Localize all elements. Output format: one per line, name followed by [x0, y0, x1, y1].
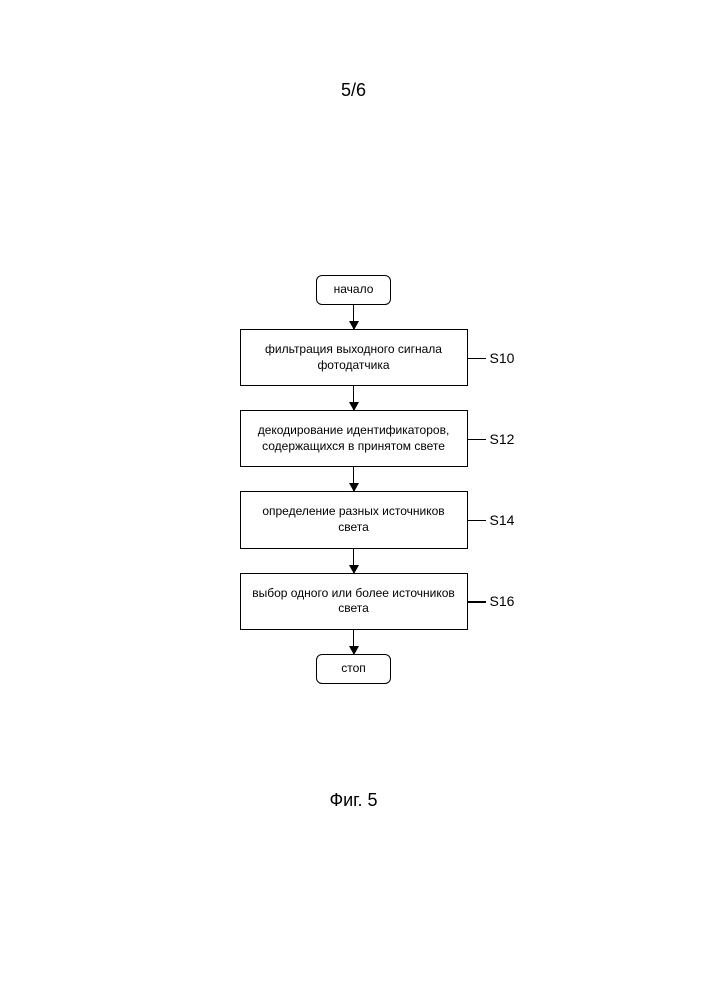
process-node: декодирование идентификаторов, содержащи…	[240, 410, 468, 467]
page-number: 5/6	[0, 80, 707, 101]
step-id-label: S12	[490, 431, 515, 447]
arrow	[353, 467, 355, 491]
step-id-label: S16	[490, 593, 515, 609]
stop-node: стоп	[316, 654, 391, 684]
step-s16: выбор одного или более источников света …	[240, 573, 468, 630]
arrow	[353, 549, 355, 573]
process-node: выбор одного или более источников света	[240, 573, 468, 630]
leader-line	[468, 358, 486, 360]
step-s10: фильтрация выходного сигнала фотодатчика…	[240, 329, 468, 386]
leader-line	[468, 601, 486, 603]
arrow	[353, 386, 355, 410]
start-node: начало	[316, 275, 391, 305]
step-s12: декодирование идентификаторов, содержащи…	[240, 410, 468, 467]
arrow	[353, 305, 355, 329]
flowchart: начало фильтрация выходного сигнала фото…	[0, 275, 707, 684]
process-node: определение разных источников света	[240, 491, 468, 548]
stop-label: стоп	[341, 661, 366, 677]
leader-line	[468, 439, 486, 441]
leader-line	[468, 520, 486, 522]
step-text: определение разных источников света	[251, 504, 457, 535]
figure-caption: Фиг. 5	[0, 790, 707, 811]
step-text: выбор одного или более источников света	[251, 586, 457, 617]
step-text: фильтрация выходного сигнала фотодатчика	[251, 342, 457, 373]
arrow	[353, 630, 355, 654]
step-id-label: S14	[490, 512, 515, 528]
step-s14: определение разных источников света S14	[240, 491, 468, 548]
step-text: декодирование идентификаторов, содержащи…	[251, 423, 457, 454]
start-label: начало	[334, 282, 374, 298]
step-id-label: S10	[490, 350, 515, 366]
process-node: фильтрация выходного сигнала фотодатчика	[240, 329, 468, 386]
